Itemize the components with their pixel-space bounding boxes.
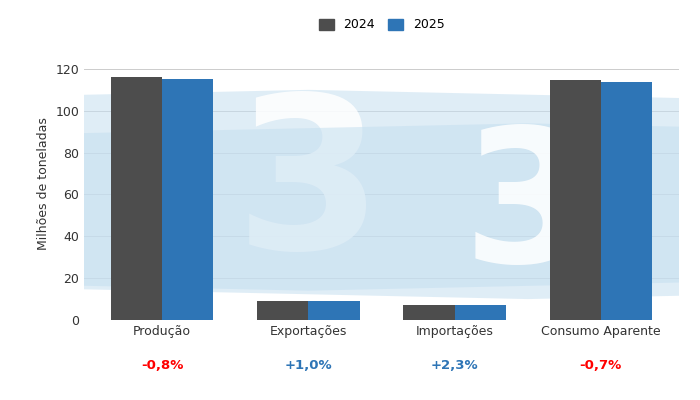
Text: -0,8%: -0,8% <box>141 359 183 372</box>
Bar <box>111 77 162 320</box>
Y-axis label: Milhões de toneladas: Milhões de toneladas <box>36 118 50 250</box>
Text: 3: 3 <box>463 121 592 301</box>
Bar <box>309 301 360 320</box>
Polygon shape <box>0 90 700 291</box>
Text: -0,7%: -0,7% <box>580 359 622 372</box>
Polygon shape <box>0 123 700 299</box>
Bar <box>403 305 454 320</box>
Legend: 2024, 2025: 2024, 2025 <box>314 14 449 36</box>
Bar <box>257 301 309 320</box>
Text: 3: 3 <box>234 88 382 293</box>
Text: +2,3%: +2,3% <box>430 359 478 372</box>
Text: +1,0%: +1,0% <box>285 359 332 372</box>
Bar <box>454 305 506 320</box>
Bar <box>550 80 601 320</box>
Bar <box>162 79 214 320</box>
Bar <box>601 82 652 320</box>
